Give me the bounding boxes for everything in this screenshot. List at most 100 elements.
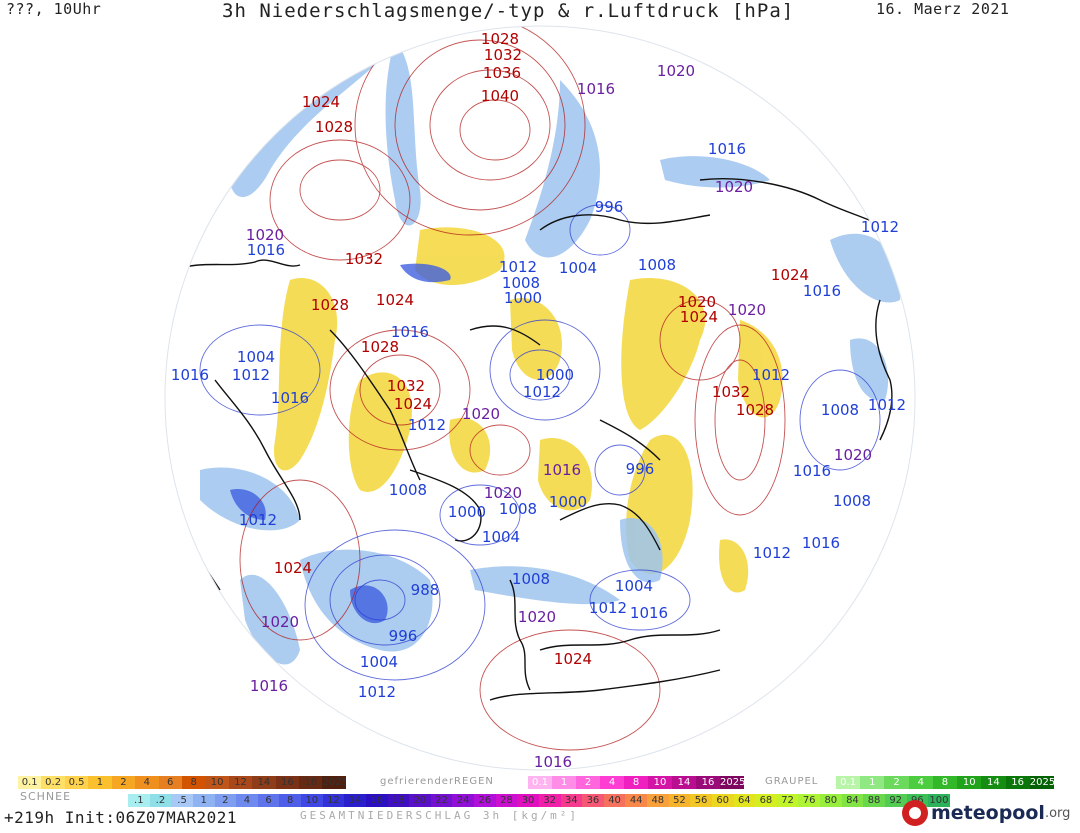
pressure-label: 996 <box>626 460 655 478</box>
legend-swatch: 76 <box>798 794 820 807</box>
legend-swatch: 44 <box>625 794 647 807</box>
legend-swatch: 48 <box>647 794 669 807</box>
pressure-label: 1024 <box>680 308 718 326</box>
pressure-label: 1004 <box>482 528 520 546</box>
header-valid-time: ???, 10Uhr <box>6 0 102 18</box>
pressure-label: 1032 <box>484 46 522 64</box>
pressure-label: 1020 <box>678 293 716 311</box>
map-date: 16. Maerz 2021 <box>876 0 1010 18</box>
pressure-label: 1028 <box>311 296 349 314</box>
legend-swatch: 60 <box>711 794 734 807</box>
pressure-label: 1000 <box>536 366 574 384</box>
pressure-label: 1016 <box>577 80 615 98</box>
pressure-label: 1016 <box>247 241 285 259</box>
pressure-label: 1004 <box>360 653 398 671</box>
pressure-label: 1008 <box>512 570 550 588</box>
legend-swatch: 16 <box>275 776 300 789</box>
pressure-label: 1008 <box>499 500 537 518</box>
pressure-label: 988 <box>411 581 440 599</box>
pressure-label: 1012 <box>499 258 537 276</box>
legend-swatch: .1 <box>128 794 150 807</box>
legend-swatch: 68 <box>755 794 777 807</box>
legend-swatch: 2 <box>214 794 237 807</box>
pressure-label: 1032 <box>387 377 425 395</box>
pressure-label: 1020 <box>728 301 766 319</box>
pressure-label: 1012 <box>868 396 906 414</box>
pressure-label: 996 <box>389 627 418 645</box>
isobar-low-layer <box>199 204 881 681</box>
pressure-label: 1004 <box>237 348 275 366</box>
pressure-label: 1008 <box>502 274 540 292</box>
pressure-label: 996 <box>595 198 624 216</box>
legend-swatch: .2 <box>149 794 172 807</box>
pressure-label: 1016 <box>271 389 309 407</box>
legend-swatch: 14 <box>252 776 276 789</box>
legend-swatch: 72 <box>776 794 799 807</box>
pressure-label: 1024 <box>274 559 312 577</box>
legend-swatch: 28 <box>495 794 518 807</box>
legend-swatch: 2025+ <box>720 776 744 789</box>
pressure-label: 1024 <box>554 650 592 668</box>
legend-swatch: 0.1 <box>18 776 42 789</box>
pressure-label: 1008 <box>821 401 859 419</box>
legend-swatch: 22 <box>430 794 453 807</box>
pressure-label: 1016 <box>171 366 209 384</box>
pressure-label: 1016 <box>793 462 831 480</box>
legend-swatch: 30 <box>517 794 539 807</box>
legend-swatch: 26 <box>474 794 496 807</box>
legend-swatch: 2 <box>884 776 909 789</box>
pressure-label: 1020 <box>462 405 500 423</box>
pressure-label: 1028 <box>736 401 774 419</box>
pressure-label: 1004 <box>559 259 597 277</box>
freezing-rain-legend-label: gefrierenderREGEN <box>380 776 494 787</box>
pressure-label: 1020 <box>715 178 753 196</box>
legend-swatch: 20 <box>409 794 431 807</box>
legend-swatch: 1 <box>88 776 112 789</box>
pressure-label: 1016 <box>250 677 288 695</box>
legend-swatch: 10 <box>301 794 323 807</box>
snow-legend-label: SCHNEE <box>20 790 72 803</box>
pressure-label: 1028 <box>315 118 353 136</box>
pressure-label: 1004 <box>615 577 653 595</box>
pressure-label: 1000 <box>549 493 587 511</box>
map-disc-edge <box>164 25 916 771</box>
pressure-label: 1012 <box>753 544 791 562</box>
pressure-label: 1024 <box>771 266 809 284</box>
pressure-label: 1012 <box>239 511 277 529</box>
legend-swatch: 2 <box>111 776 136 789</box>
pressure-label: 1012 <box>232 366 270 384</box>
pressure-label: 1016 <box>534 753 572 771</box>
pressure-label: 1012 <box>408 416 446 434</box>
legend-swatch: 92 <box>884 794 907 807</box>
pressure-label: 1016 <box>391 323 429 341</box>
pressure-label: 1020 <box>484 484 522 502</box>
pressure-label: 1016 <box>708 140 746 158</box>
legend-swatch: 32 <box>538 794 561 807</box>
legend-swatch: 8 <box>624 776 648 789</box>
pressure-label: 1016 <box>803 282 841 300</box>
pressure-label: 1032 <box>712 383 750 401</box>
legend-swatch: 16 <box>696 776 720 789</box>
legend-swatch: 56 <box>690 794 712 807</box>
legend-swatch: 84 <box>841 794 864 807</box>
pressure-label: 1008 <box>833 492 871 510</box>
legend-swatch: 80 <box>820 794 842 807</box>
legend-swatch: 12 <box>228 776 253 789</box>
legend-swatch: 16 <box>365 794 388 807</box>
logo-icon <box>902 800 928 826</box>
model-run-info: +219h Init:06Z07MAR2021 <box>4 808 238 827</box>
legend-swatch: 8 <box>932 776 958 789</box>
pressure-label: 1008 <box>638 256 676 274</box>
pressure-label: 1024 <box>302 93 340 111</box>
weather-map: 1028103210361040102410281020101610161020… <box>164 25 916 771</box>
legend-swatch: 14 <box>981 776 1006 789</box>
legend-swatch: 64 <box>733 794 756 807</box>
meteopool-logo[interactable]: meteopool .org <box>902 800 1070 826</box>
legend-swatch: 18 <box>387 794 410 807</box>
pressure-label: 1024 <box>394 395 432 413</box>
pressure-label: 1012 <box>752 366 790 384</box>
legend-swatch: 6 <box>158 776 182 789</box>
legend-swatch: 4 <box>236 794 258 807</box>
legend-swatch: 1 <box>860 776 885 789</box>
